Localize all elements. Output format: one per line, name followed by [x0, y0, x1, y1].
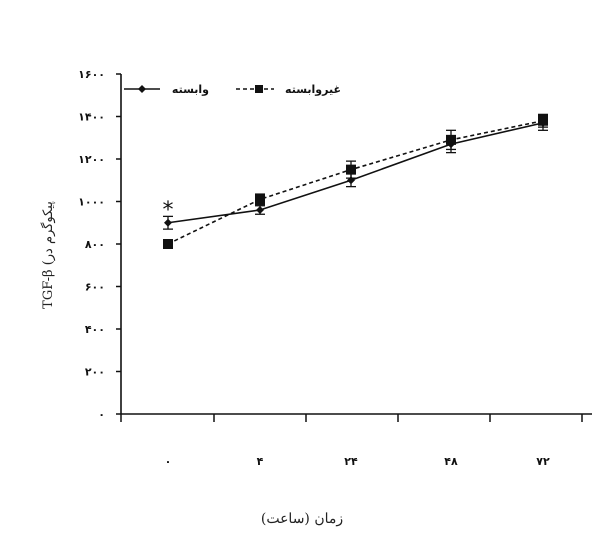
- data-point-square: [163, 239, 173, 249]
- data-point-square: [446, 134, 456, 145]
- data-point-diamond: [256, 206, 264, 214]
- x-tick-label: ۰: [165, 455, 172, 468]
- data-point-square: [255, 194, 265, 205]
- x-ticks: ۰ ۴ ۲۴ ۴۸ ۷۲: [120, 414, 583, 468]
- y-ticks: ۰ ۲۰۰ ۴۰۰ ۶۰۰ ۸۰۰ ۱۰۰۰ ۱۲۰۰ ۱۴۰۰ ۱۶۰۰: [78, 68, 121, 421]
- x-tick-label: ۷۲: [536, 455, 550, 468]
- y-tick-label: ۸۰۰: [85, 238, 105, 251]
- x-tick-label: ۴۸: [444, 455, 458, 468]
- y-tick-label: ۱۰۰۰: [78, 196, 105, 209]
- data-point-diamond: [164, 218, 172, 227]
- legend: وابسته غیروابسته: [124, 83, 341, 96]
- y-tick-label: ۶۰۰: [85, 281, 105, 294]
- y-tick-label: ۱۴۰۰: [78, 111, 105, 124]
- data-point-square: [538, 115, 548, 126]
- x-axis-title: زمان (ساعت): [261, 511, 343, 527]
- series-layer: [163, 113, 548, 249]
- legend-label-independent: غیروابسته: [285, 83, 341, 96]
- series-line-independent: [167, 119, 544, 245]
- x-tick-label: ۴: [257, 455, 264, 468]
- y-tick-label: ۲۰۰: [85, 366, 105, 379]
- legend-marker-dependent: [138, 85, 146, 93]
- y-tick-label: ۰: [98, 408, 105, 421]
- x-tick-label: ۲۴: [344, 455, 358, 468]
- y-axis-title: TGF-β (پیکوگرم در: [40, 201, 56, 309]
- y-tick-label: ۱۲۰۰: [78, 153, 105, 166]
- legend-marker-independent: [255, 85, 263, 93]
- legend-label-dependent: وابسته: [172, 83, 209, 96]
- y-tick-label: ۴۰۰: [85, 323, 105, 336]
- significance-annotation: *: [163, 198, 174, 223]
- data-point-square: [346, 164, 356, 175]
- y-tick-label: ۱۶۰۰: [78, 68, 105, 81]
